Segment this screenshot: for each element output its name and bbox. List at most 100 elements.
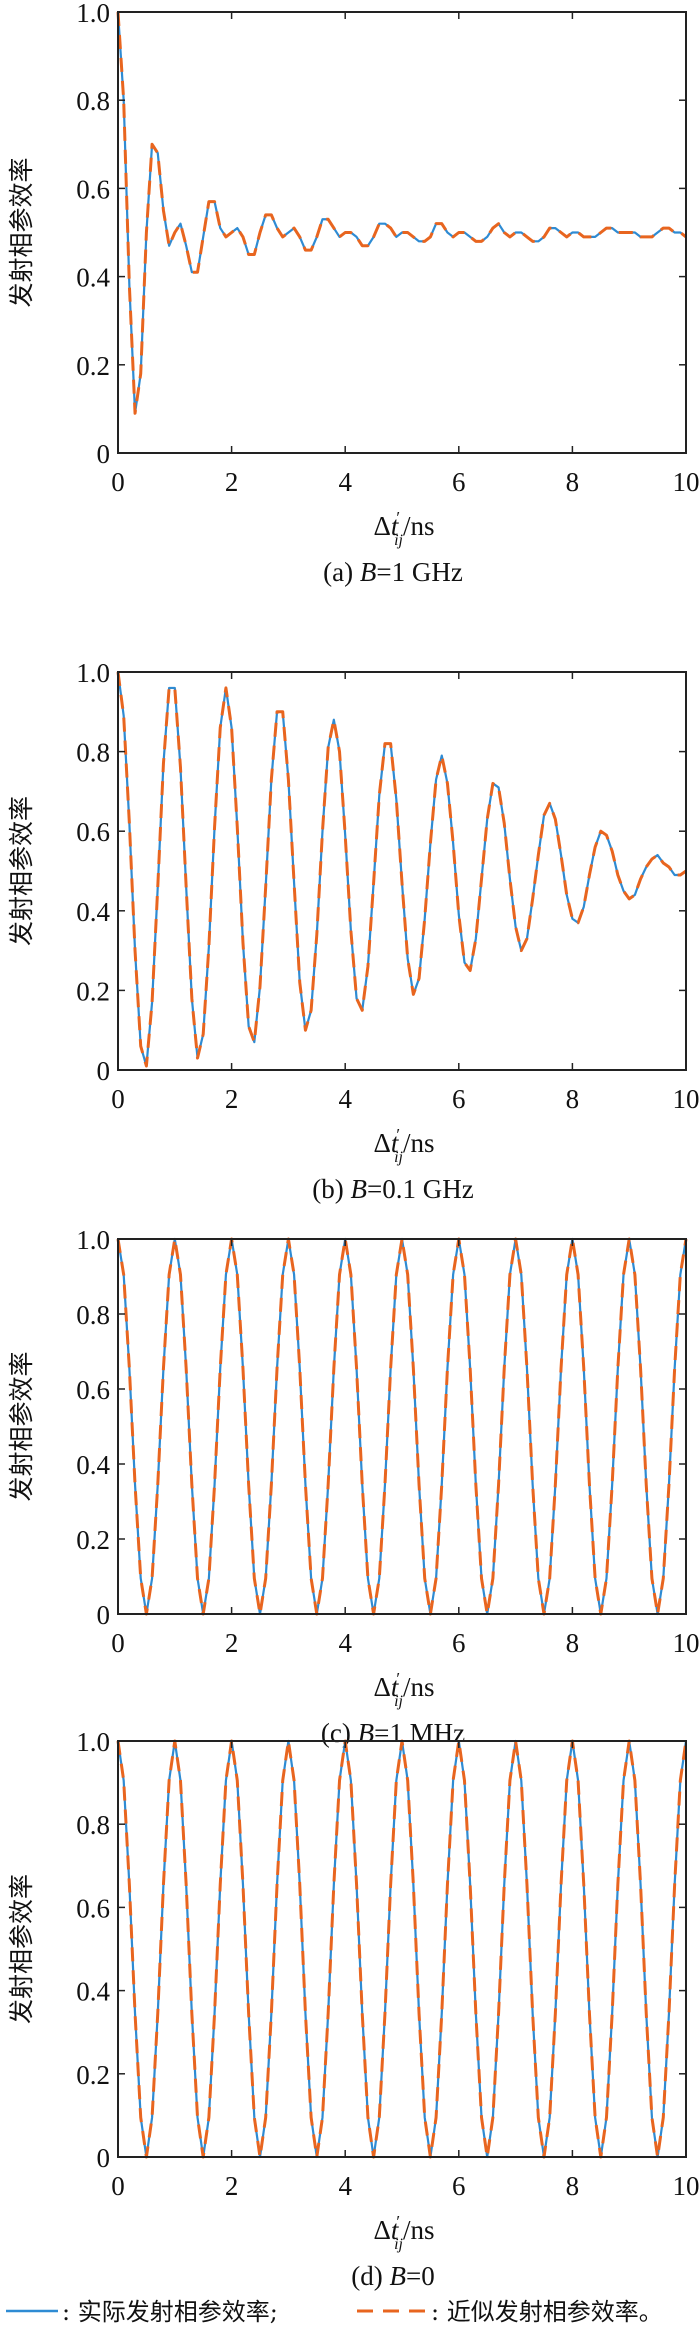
legend-approx-label: : 近似发射相参效率。 xyxy=(431,2298,663,2326)
caption-prefix: (a) xyxy=(323,557,360,587)
actual-series-line xyxy=(116,671,687,1068)
x-tick-label: 2 xyxy=(225,1084,239,1114)
x-axis-label-unit: /ns xyxy=(403,2215,435,2245)
x-tick-label: 0 xyxy=(111,2171,125,2201)
x-tick-label: 6 xyxy=(452,2171,466,2201)
x-axis-label-delta: Δ xyxy=(373,1672,390,1702)
caption-var: B xyxy=(351,1174,368,1204)
y-tick-label: 0.6 xyxy=(76,1375,110,1405)
subfigure-caption: (d) B=0 xyxy=(351,2261,434,2291)
y-tick-label: 0.2 xyxy=(76,976,110,1006)
x-axis-label-sub: ij xyxy=(394,2236,403,2253)
x-tick-label: 2 xyxy=(225,2171,239,2201)
x-tick-label: 10 xyxy=(673,1084,700,1114)
x-tick-label: 4 xyxy=(338,2171,352,2201)
legend-actual-label: : 实际发射相参效率; xyxy=(62,2298,278,2326)
x-axis-label-prime: ′ xyxy=(396,2212,400,2231)
axes-frame xyxy=(117,11,687,454)
x-axis-label-var: t xyxy=(391,1128,400,1158)
x-axis-label-unit: /ns xyxy=(403,511,435,541)
y-axis-label: 发射相参效率 xyxy=(7,157,36,307)
caption-suffix: =0 xyxy=(406,2261,435,2291)
subfigure-caption: (c) B=1 MHz xyxy=(321,1718,465,1748)
y-tick-label: 0.8 xyxy=(76,1300,110,1330)
y-tick-label: 0.4 xyxy=(76,1450,110,1480)
x-axis-label: Δt′ ij/ns xyxy=(373,508,434,549)
x-tick-label: 6 xyxy=(452,1628,466,1658)
x-axis-label-var: t xyxy=(391,1672,400,1702)
y-axis-label: 发射相参效率 xyxy=(7,796,36,946)
x-axis-label: Δt′ ij/ns xyxy=(373,1125,434,1166)
caption-suffix: =0.1 GHz xyxy=(367,1174,474,1204)
caption-suffix: =1 GHz xyxy=(376,557,462,587)
caption-suffix: =1 MHz xyxy=(374,1718,465,1748)
x-axis-label-prime: ′ xyxy=(396,1125,400,1144)
x-tick-label: 10 xyxy=(673,1628,700,1658)
y-tick-label: 0.4 xyxy=(76,1977,110,2007)
x-tick-label: 8 xyxy=(566,467,580,497)
y-tick-label: 1.0 xyxy=(76,1727,110,1757)
x-tick-label: 0 xyxy=(111,467,125,497)
actual-series-line xyxy=(116,1237,688,1616)
x-tick-label: 4 xyxy=(338,1628,352,1658)
y-tick-label: 0.2 xyxy=(76,2060,110,2090)
y-tick-label: 0 xyxy=(97,1600,111,1630)
axes-frame xyxy=(117,1238,687,1615)
x-axis-label-prime: ′ xyxy=(396,1669,400,1688)
x-axis-label-var: t xyxy=(391,2215,400,2245)
x-tick-label: 6 xyxy=(452,467,466,497)
y-tick-label: 0 xyxy=(97,439,111,469)
x-tick-label: 4 xyxy=(338,467,352,497)
x-axis-label-delta: Δ xyxy=(373,2215,390,2245)
caption-prefix: (b) xyxy=(312,1174,350,1204)
panel-c: 0 2 4 6 8 10 0 0.2 0.4 0.6 0.8 1.0 发射相参效率 Δt′ ij/ns (c)… xyxy=(7,1225,700,1748)
caption-prefix: (c) xyxy=(321,1718,358,1748)
x-tick-label: 6 xyxy=(452,1084,466,1114)
x-axis-label-sub: ij xyxy=(394,1149,403,1166)
y-tick-label: 0.6 xyxy=(76,817,110,847)
subfigure-caption: (b) B=0.1 GHz xyxy=(312,1174,473,1204)
approx-series-line xyxy=(116,671,687,1068)
caption-prefix: (d) xyxy=(351,2261,389,2291)
x-axis-label-sub: ij xyxy=(394,1693,403,1710)
x-axis-label-delta: Δ xyxy=(373,1128,390,1158)
y-tick-label: 1.0 xyxy=(76,1225,110,1255)
x-tick-label: 0 xyxy=(111,1628,125,1658)
caption-var: B xyxy=(360,557,377,587)
y-tick-label: 0.2 xyxy=(76,351,110,381)
axes-frame xyxy=(117,1740,687,2158)
y-tick-label: 1.0 xyxy=(76,658,110,688)
y-tick-label: 0 xyxy=(97,1056,111,1086)
y-tick-label: 0.6 xyxy=(76,1893,110,1923)
y-axis-label: 发射相参效率 xyxy=(7,1874,36,2024)
y-tick-label: 0.8 xyxy=(76,738,110,768)
subfigure-caption: (a) B=1 GHz xyxy=(323,557,463,587)
y-tick-label: 0.8 xyxy=(76,1810,110,1840)
x-tick-label: 4 xyxy=(338,1084,352,1114)
axes-frame xyxy=(117,671,687,1071)
x-tick-label: 10 xyxy=(673,2171,700,2201)
x-tick-label: 2 xyxy=(225,1628,239,1658)
x-axis-label-unit: /ns xyxy=(403,1672,435,1702)
approx-series-line xyxy=(116,1237,688,1616)
caption-var: B xyxy=(390,2261,407,2291)
y-tick-label: 0.2 xyxy=(76,1525,110,1555)
y-tick-label: 0 xyxy=(97,2143,111,2173)
x-axis-label: Δt′ ij/ns xyxy=(373,1669,434,1710)
y-tick-label: 0.4 xyxy=(76,263,110,293)
caption-var: B xyxy=(358,1718,375,1748)
x-axis-label: Δt′ ij/ns xyxy=(373,2212,434,2253)
x-tick-label: 2 xyxy=(225,467,239,497)
x-tick-label: 8 xyxy=(566,2171,580,2201)
panel-b: 0 2 4 6 8 10 0 0.2 0.4 0.6 0.8 1.0 发射相参效率 Δt′ ij/ns (b)… xyxy=(7,658,700,1204)
panel-a: 0 2 4 6 8 10 0 0.2 0.4 0.6 0.8 1.0 发射相参效率 Δt′ ij/ns (a)… xyxy=(7,0,700,587)
y-tick-label: 0.4 xyxy=(76,897,110,927)
y-tick-label: 0.6 xyxy=(76,174,110,204)
approx-series-line xyxy=(116,11,687,415)
actual-series-line xyxy=(116,11,687,415)
x-tick-label: 10 xyxy=(673,467,700,497)
x-axis-label-var: t xyxy=(391,511,400,541)
x-axis-label-sub: ij xyxy=(394,532,403,549)
